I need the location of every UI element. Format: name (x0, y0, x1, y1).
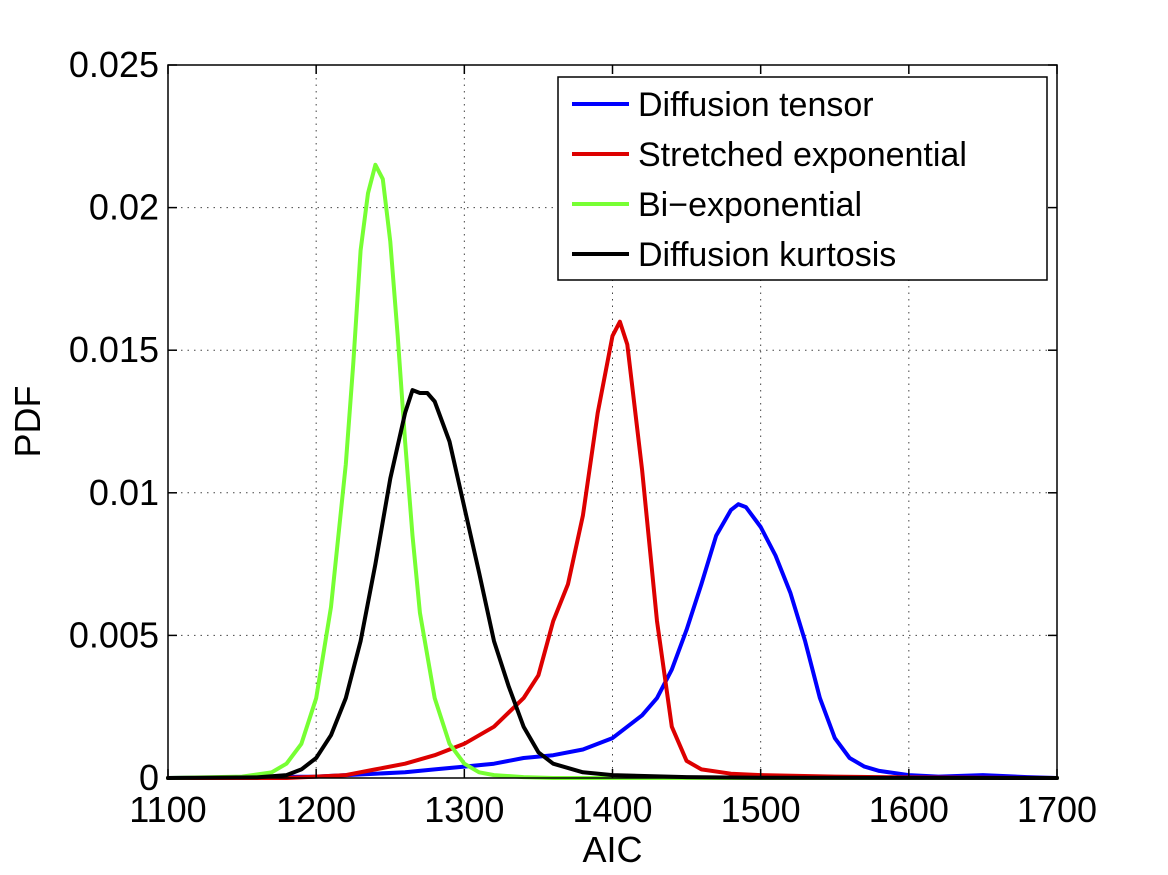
x-tick-label: 1700 (1017, 789, 1097, 830)
series-line-4 (166, 388, 1059, 780)
legend-label-3: Bi−exponential (638, 186, 862, 224)
x-tick-label: 1300 (424, 789, 504, 830)
legend-label-2: Stretched exponential (638, 136, 967, 174)
y-tick-label: 0.015 (69, 329, 159, 370)
x-tick-label: 1600 (869, 789, 949, 830)
series-line-3 (166, 162, 1059, 780)
y-tick-labels: 0 0.005 0.01 0.015 0.02 0.025 (69, 44, 159, 798)
y-tick-label: 0 (139, 757, 159, 798)
x-tick-label: 1200 (276, 789, 356, 830)
legend-label-1: Diffusion tensor (638, 86, 874, 124)
y-tick-label: 0.01 (89, 472, 159, 513)
series-line-1 (166, 502, 1059, 780)
y-tick-label: 0.025 (69, 44, 159, 85)
x-tick-labels: 1100 1200 1300 1400 1500 1600 1700 (129, 789, 1097, 830)
x-tick-label: 1400 (572, 789, 652, 830)
x-axis-title: AIC (582, 829, 642, 870)
legend-label-4: Diffusion kurtosis (638, 236, 896, 274)
legend: Diffusion tensor Stretched exponential Bi−… (557, 76, 1048, 281)
series-lines (166, 162, 1059, 780)
axis-ticks (167, 64, 1058, 779)
x-tick-label: 1100 (129, 789, 206, 830)
y-axis-title: PDF (7, 386, 48, 458)
y-tick-label: 0.005 (69, 614, 159, 655)
y-tick-label: 0.02 (89, 187, 159, 228)
x-tick-label: 1500 (721, 789, 801, 830)
series-line-2 (166, 319, 1059, 780)
legend-box (557, 76, 1048, 281)
